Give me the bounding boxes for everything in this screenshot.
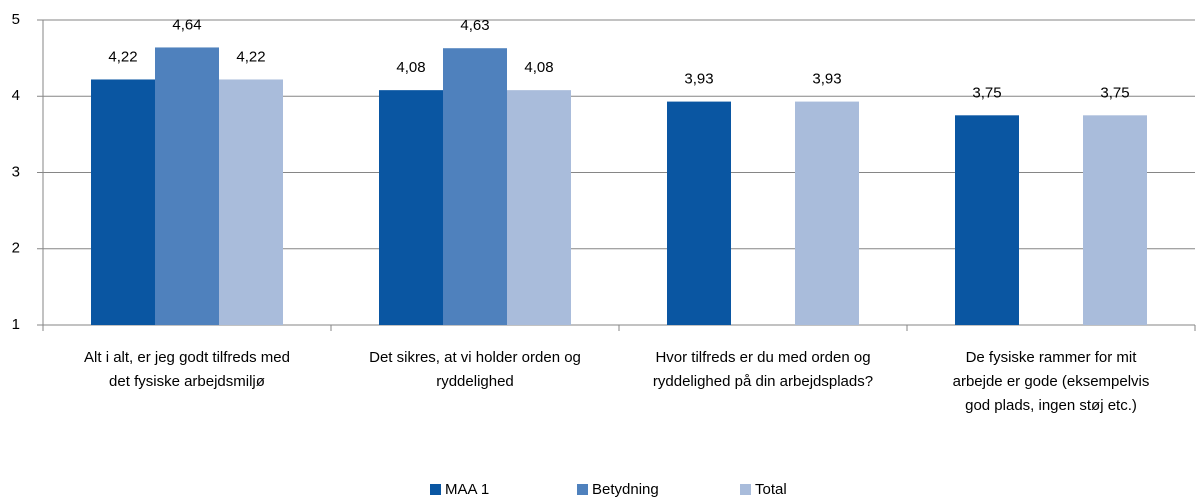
legend-swatch — [740, 484, 751, 495]
bar — [155, 47, 219, 325]
data-label: 4,22 — [108, 48, 137, 65]
bar — [955, 115, 1019, 325]
x-tick-label: god plads, ingen støj etc.) — [965, 397, 1137, 414]
x-tick-label: Det sikres, at vi holder orden og — [369, 349, 581, 366]
legend-label: MAA 1 — [445, 481, 489, 498]
x-tick-label: De fysiske rammer for mit — [966, 349, 1138, 366]
bar — [507, 90, 571, 326]
bar — [667, 101, 731, 326]
legend-swatch — [430, 484, 441, 495]
bar — [443, 48, 507, 326]
legend-label: Total — [755, 481, 787, 498]
bar — [1083, 115, 1147, 325]
x-tick-label: det fysiske arbejdsmiljø — [109, 373, 265, 390]
y-tick-label: 3 — [12, 163, 20, 180]
data-label: 3,75 — [972, 84, 1001, 101]
data-label: 4,64 — [172, 16, 201, 33]
data-label: 3,75 — [1100, 84, 1129, 101]
data-label: 3,93 — [684, 71, 713, 88]
x-tick-label: arbejde er gode (eksempelvis — [953, 373, 1150, 390]
bar — [219, 79, 283, 325]
y-tick-label: 1 — [12, 316, 20, 333]
bar — [379, 90, 443, 326]
data-label: 4,63 — [460, 17, 489, 34]
bar — [795, 101, 859, 326]
data-label: 4,08 — [396, 59, 425, 76]
x-tick-label: ryddelighed på din arbejdsplads? — [653, 373, 873, 390]
legend-swatch — [577, 484, 588, 495]
data-label: 4,08 — [524, 59, 553, 76]
x-tick-label: ryddelighed — [436, 373, 514, 390]
y-tick-label: 4 — [12, 87, 20, 104]
legend-label: Betydning — [592, 481, 659, 498]
bar — [91, 79, 155, 325]
y-tick-label: 5 — [12, 11, 20, 28]
y-tick-label: 2 — [12, 240, 20, 257]
x-tick-label: Alt i alt, er jeg godt tilfreds med — [84, 349, 290, 366]
data-label: 3,93 — [812, 71, 841, 88]
data-label: 4,22 — [236, 48, 265, 65]
x-tick-label: Hvor tilfreds er du med orden og — [655, 349, 870, 366]
